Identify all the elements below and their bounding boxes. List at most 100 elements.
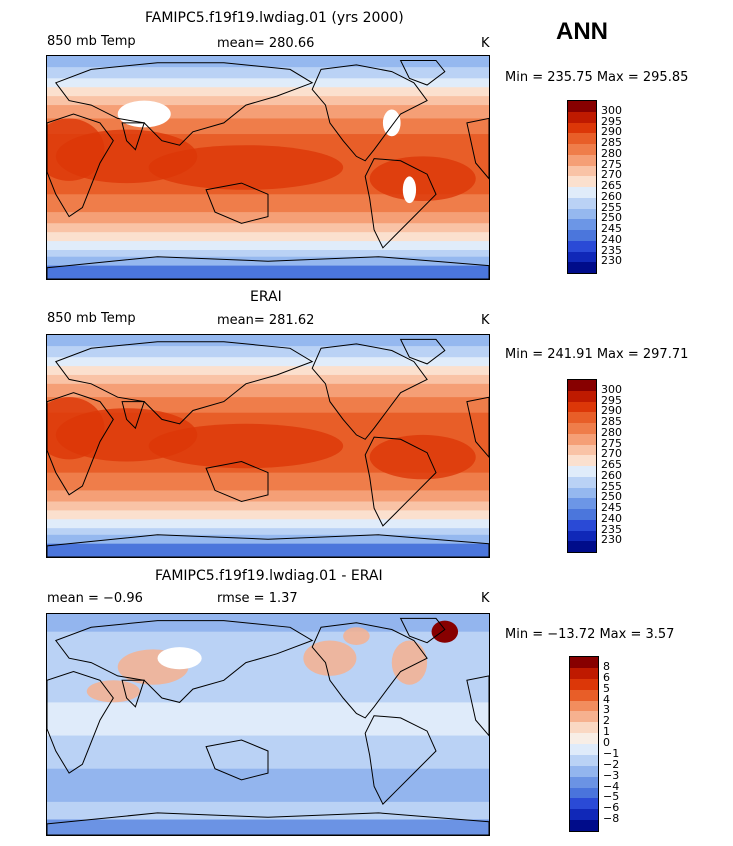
map-warm-region xyxy=(369,434,476,480)
map-color-band xyxy=(47,67,489,80)
colorbar-level-label: 250 xyxy=(601,211,622,225)
panel-3-minmax-label: Min = −13.72 Max = 3.57 xyxy=(505,627,675,642)
map-color-band xyxy=(47,519,489,530)
map-warm-region xyxy=(47,397,105,460)
colorbar-level-label: 245 xyxy=(601,501,622,514)
map-color-band xyxy=(47,232,489,243)
panel-1-minmax-label: Min = 235.75 Max = 295.85 xyxy=(505,70,689,85)
map-color-band xyxy=(47,87,489,98)
colorbar-swatch xyxy=(570,667,598,679)
colorbar-level-label: 275 xyxy=(601,157,622,171)
colorbar-level-label: 260 xyxy=(601,468,622,482)
colorbar-swatch xyxy=(570,787,598,799)
colorbar-swatch xyxy=(568,154,596,166)
map-color-band xyxy=(47,265,489,279)
map-color-band xyxy=(47,56,489,69)
map-color-band xyxy=(47,357,489,368)
colorbar-level-label: 8 xyxy=(603,659,610,673)
map-positive-anomaly xyxy=(303,640,357,676)
colorbar-swatch xyxy=(568,230,596,241)
map-color-band xyxy=(47,702,489,737)
colorbar-level-label: 240 xyxy=(601,232,622,246)
panel-2-mean-label: mean= 281.62 xyxy=(217,313,315,328)
continent-outline-eurasia xyxy=(54,620,314,703)
colorbar-level-label: 290 xyxy=(601,404,622,418)
map-warm-region xyxy=(369,156,476,201)
colorbar-level-label: 240 xyxy=(601,511,622,525)
map-color-band xyxy=(47,212,489,225)
continent-outline-greenland xyxy=(399,617,446,644)
colorbar-level-label: 295 xyxy=(601,114,622,128)
colorbar-swatch xyxy=(570,776,598,788)
continent-outline-india xyxy=(121,401,145,430)
colorbar-level-label: 3 xyxy=(603,703,610,717)
colorbar-level-label: 255 xyxy=(601,200,622,214)
colorbar-swatch xyxy=(568,401,596,413)
colorbar-swatch xyxy=(568,466,596,477)
map-color-band xyxy=(47,534,489,545)
map-color-band xyxy=(47,241,489,252)
colorbar-swatch xyxy=(568,509,596,520)
colorbar-swatch xyxy=(568,423,596,434)
colorbar-swatch xyxy=(568,476,596,488)
colorbar-swatch xyxy=(568,498,596,509)
map-color-band xyxy=(47,510,489,521)
colorbar-level-label: 5 xyxy=(603,681,610,695)
colorbar-level-label: 300 xyxy=(601,382,622,396)
map-color-band xyxy=(47,78,489,89)
season-label: ANN xyxy=(556,18,608,45)
colorbar-level-label: 285 xyxy=(601,415,622,428)
panel-2-colorbar xyxy=(567,379,597,553)
panel-3-rmse-label: rmse = 1.37 xyxy=(217,591,298,606)
map-color-band xyxy=(47,614,489,633)
continent-outline-australia xyxy=(205,460,269,503)
colorbar-level-label: 1 xyxy=(603,725,610,739)
panel-2-unit-label: K xyxy=(481,313,490,328)
map-color-band xyxy=(47,501,489,512)
continent-outline-samerica xyxy=(364,715,437,805)
panel-1-mean-label: mean= 280.66 xyxy=(217,36,315,51)
colorbar-swatch xyxy=(568,197,596,209)
map-color-band xyxy=(47,96,489,107)
colorbar-swatch xyxy=(568,444,596,456)
continent-outline-africa xyxy=(47,113,114,218)
continent-outline-africa2 xyxy=(466,675,489,737)
colorbar-level-label: 280 xyxy=(601,146,622,160)
continent-outline-australia xyxy=(205,739,269,781)
colorbar-swatch xyxy=(570,798,598,810)
panel-3-unit-label: K xyxy=(481,591,490,606)
colorbar-level-label: 6 xyxy=(603,670,610,684)
panel-3-mean-label: mean = −0.96 xyxy=(47,591,143,606)
colorbar-swatch xyxy=(568,165,596,177)
colorbar-swatch xyxy=(568,519,596,531)
continent-outline-namerica xyxy=(311,622,428,719)
colorbar-level-label: 4 xyxy=(603,692,610,706)
map-positive-anomaly xyxy=(86,680,140,703)
colorbar-swatch xyxy=(570,700,598,712)
continent-outline-africa2 xyxy=(466,396,489,458)
panel-3-title: FAMIPC5.f19f19.lwdiag.01 - ERAI xyxy=(155,568,383,584)
continent-outline-eurasia xyxy=(55,62,314,146)
colorbar-level-label: 265 xyxy=(601,458,622,471)
map-color-band xyxy=(47,801,489,821)
colorbar-swatch xyxy=(570,765,598,777)
continent-outline-africa xyxy=(47,670,114,774)
colorbar-level-label: 255 xyxy=(601,479,622,493)
panel-1-title: FAMIPC5.f19f19.lwdiag.01 (yrs 2000) xyxy=(145,10,404,26)
colorbar-swatch xyxy=(568,144,596,155)
colorbar-level-label: 235 xyxy=(601,243,622,257)
panel-2-title: ERAI xyxy=(250,289,282,305)
colorbar-level-label: 265 xyxy=(601,179,622,192)
colorbar-swatch xyxy=(568,530,596,542)
colorbar-level-label: 300 xyxy=(601,103,622,117)
colorbar-level-label: 260 xyxy=(601,189,622,203)
map-warm-region xyxy=(148,145,344,190)
map-color-band xyxy=(47,346,489,359)
colorbar-swatch xyxy=(570,657,598,668)
colorbar-level-label: −3 xyxy=(603,768,620,782)
map-color-band xyxy=(47,528,489,536)
colorbar-level-label: 285 xyxy=(601,136,622,149)
map-color-band xyxy=(47,366,489,376)
map-color-band xyxy=(47,543,489,557)
panel-1-map xyxy=(46,55,490,280)
